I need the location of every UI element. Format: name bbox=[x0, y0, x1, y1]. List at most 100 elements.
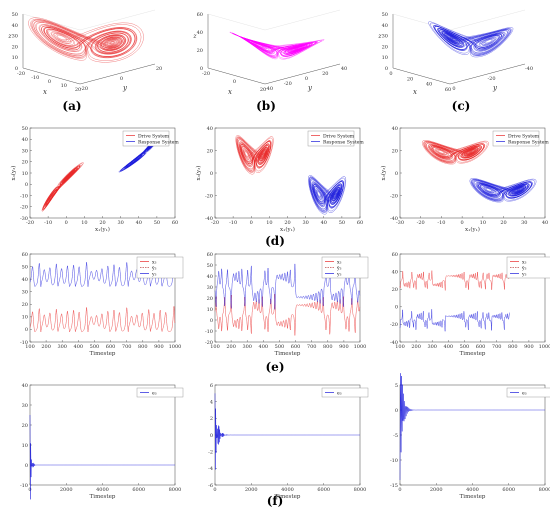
legend-box bbox=[321, 256, 369, 279]
y-tick-label: -20 bbox=[80, 86, 88, 92]
legend-box bbox=[321, 387, 369, 398]
z-axis-label: z bbox=[7, 33, 12, 40]
x-tick-label: 600 bbox=[291, 344, 301, 350]
e3-error-line bbox=[399, 373, 545, 481]
y-tick-label: 10 bbox=[207, 307, 213, 313]
y-tick-label: 30 bbox=[22, 290, 28, 296]
legend-box bbox=[307, 130, 355, 147]
y-axis-label: y bbox=[307, 84, 313, 92]
x-tick-label: 50 bbox=[339, 220, 345, 226]
response-system-line bbox=[118, 133, 161, 173]
legend-box bbox=[492, 130, 540, 147]
x-tick-label: 20 bbox=[500, 220, 506, 226]
caption-c: (c) bbox=[451, 99, 471, 113]
x-tick-label: 8000 bbox=[354, 487, 367, 493]
legend-box bbox=[122, 130, 170, 147]
e3-error-line bbox=[214, 393, 360, 470]
x-tick-label: 500 bbox=[460, 344, 470, 350]
x-tick-label: 0 bbox=[65, 220, 68, 226]
y-tick-label: -10 bbox=[20, 193, 28, 199]
x-tick-label: 50 bbox=[154, 220, 160, 226]
y-tick-label: 20 bbox=[22, 423, 28, 429]
y-tick-label: 20 bbox=[22, 160, 28, 166]
y-tick-label: 0 bbox=[395, 171, 398, 177]
y-tick-label: -20 bbox=[205, 340, 213, 346]
x-tick-label: -10 bbox=[31, 75, 39, 81]
x-tick-label: 300 bbox=[57, 344, 67, 350]
x-tick-label: 60 bbox=[172, 220, 178, 226]
x-axis-label: Timestep bbox=[460, 494, 486, 500]
y-tick-label: -40 bbox=[265, 86, 273, 92]
y-tick-label: 4 bbox=[210, 399, 213, 405]
x3-series-line bbox=[214, 294, 361, 336]
y-axis-label: x₃(y₃) bbox=[195, 166, 202, 181]
y-tick-label: -20 bbox=[487, 76, 495, 82]
x-tick-label: 800 bbox=[508, 344, 518, 350]
x-tick-label: 40 bbox=[136, 220, 142, 226]
x-tick-label: 0 bbox=[213, 487, 216, 493]
y-tick-label: 40 bbox=[22, 277, 28, 283]
x-tick-label: 20 bbox=[407, 76, 413, 82]
trajectory-line bbox=[28, 17, 144, 63]
y-tick-label: 0 bbox=[210, 171, 213, 177]
x-tick-label: -20 bbox=[417, 220, 425, 226]
x-tick-label: -10 bbox=[437, 220, 445, 226]
y-tick-label: 20 bbox=[156, 66, 162, 72]
y-tick-label: 0 bbox=[25, 182, 28, 188]
y-tick-label: 40 bbox=[392, 269, 398, 275]
legend-label: x₃ bbox=[337, 260, 342, 265]
caption-e: (e) bbox=[265, 360, 285, 374]
x-tick-label: 40 bbox=[542, 220, 548, 226]
base-axes bbox=[22, 63, 156, 85]
x-tick-label: 6000 bbox=[132, 487, 145, 493]
x-tick-label: 10 bbox=[61, 83, 67, 89]
legend-label: Response System bbox=[138, 139, 179, 145]
legend-box bbox=[506, 256, 550, 279]
y3-series-line bbox=[399, 309, 510, 332]
panel-e-3: -40 -20 0 20 40 60 100 200 300 400 500 600 700 800 900… bbox=[390, 252, 550, 357]
x-tick-label: 40 bbox=[426, 82, 432, 88]
legend-box bbox=[136, 256, 184, 279]
x-tick-label: 500 bbox=[275, 344, 285, 350]
y-tick-label: -20 bbox=[390, 193, 398, 199]
y-tick-label: -20 bbox=[284, 81, 292, 87]
y-tick-label: 30 bbox=[22, 148, 28, 154]
x-tick-label: 20 bbox=[284, 220, 290, 226]
z-tick-label: 40 bbox=[382, 23, 388, 29]
panel-e-1: -10 0 10 20 30 40 50 60 100 200 300 400 500 600 700 800… bbox=[20, 252, 184, 357]
x-tick-label: 0 bbox=[398, 487, 401, 493]
z-tick-label: 50 bbox=[382, 12, 388, 18]
x-axis-label: x bbox=[228, 88, 232, 96]
caption-b: (b) bbox=[256, 99, 276, 113]
y-tick-label: 5 bbox=[395, 383, 398, 389]
x-tick-label: 100 bbox=[395, 344, 405, 350]
y-tick-label: 60 bbox=[22, 252, 28, 258]
x-tick-label: 10 bbox=[81, 220, 87, 226]
x-tick-label: 400 bbox=[444, 344, 454, 350]
y-tick-label: -40 bbox=[390, 216, 398, 222]
x-tick-label: 0 bbox=[250, 220, 253, 226]
x-tick-label: -20 bbox=[211, 220, 219, 226]
legend-label: ȳ₃ bbox=[336, 265, 342, 271]
x-tick-label: 1000 bbox=[539, 344, 550, 350]
y-tick-label: 40 bbox=[22, 383, 28, 389]
base-axes bbox=[207, 63, 341, 85]
y-tick-label: 30 bbox=[22, 403, 28, 409]
x-tick-label: 200 bbox=[41, 344, 51, 350]
x-tick-label: 800 bbox=[323, 344, 333, 350]
y-tick-label: -15 bbox=[390, 483, 398, 489]
legend-label: Drive System bbox=[508, 133, 540, 139]
y-tick-label: 50 bbox=[207, 263, 213, 269]
z-tick-label: 30 bbox=[12, 34, 18, 40]
y-axis-label: x₃(y₃) bbox=[10, 166, 17, 181]
z-tick-label: 10 bbox=[382, 55, 388, 61]
x-tick-label: 800 bbox=[138, 344, 148, 350]
z-tick-label: 20 bbox=[12, 44, 18, 50]
legend-label: e₃ bbox=[337, 391, 342, 396]
drive-system-line bbox=[422, 140, 489, 165]
legend-label: Drive System bbox=[323, 133, 355, 139]
x-tick-label: 1000 bbox=[354, 344, 367, 350]
legend-label: Response System bbox=[508, 139, 549, 145]
y-tick-label: 0 bbox=[25, 327, 28, 333]
